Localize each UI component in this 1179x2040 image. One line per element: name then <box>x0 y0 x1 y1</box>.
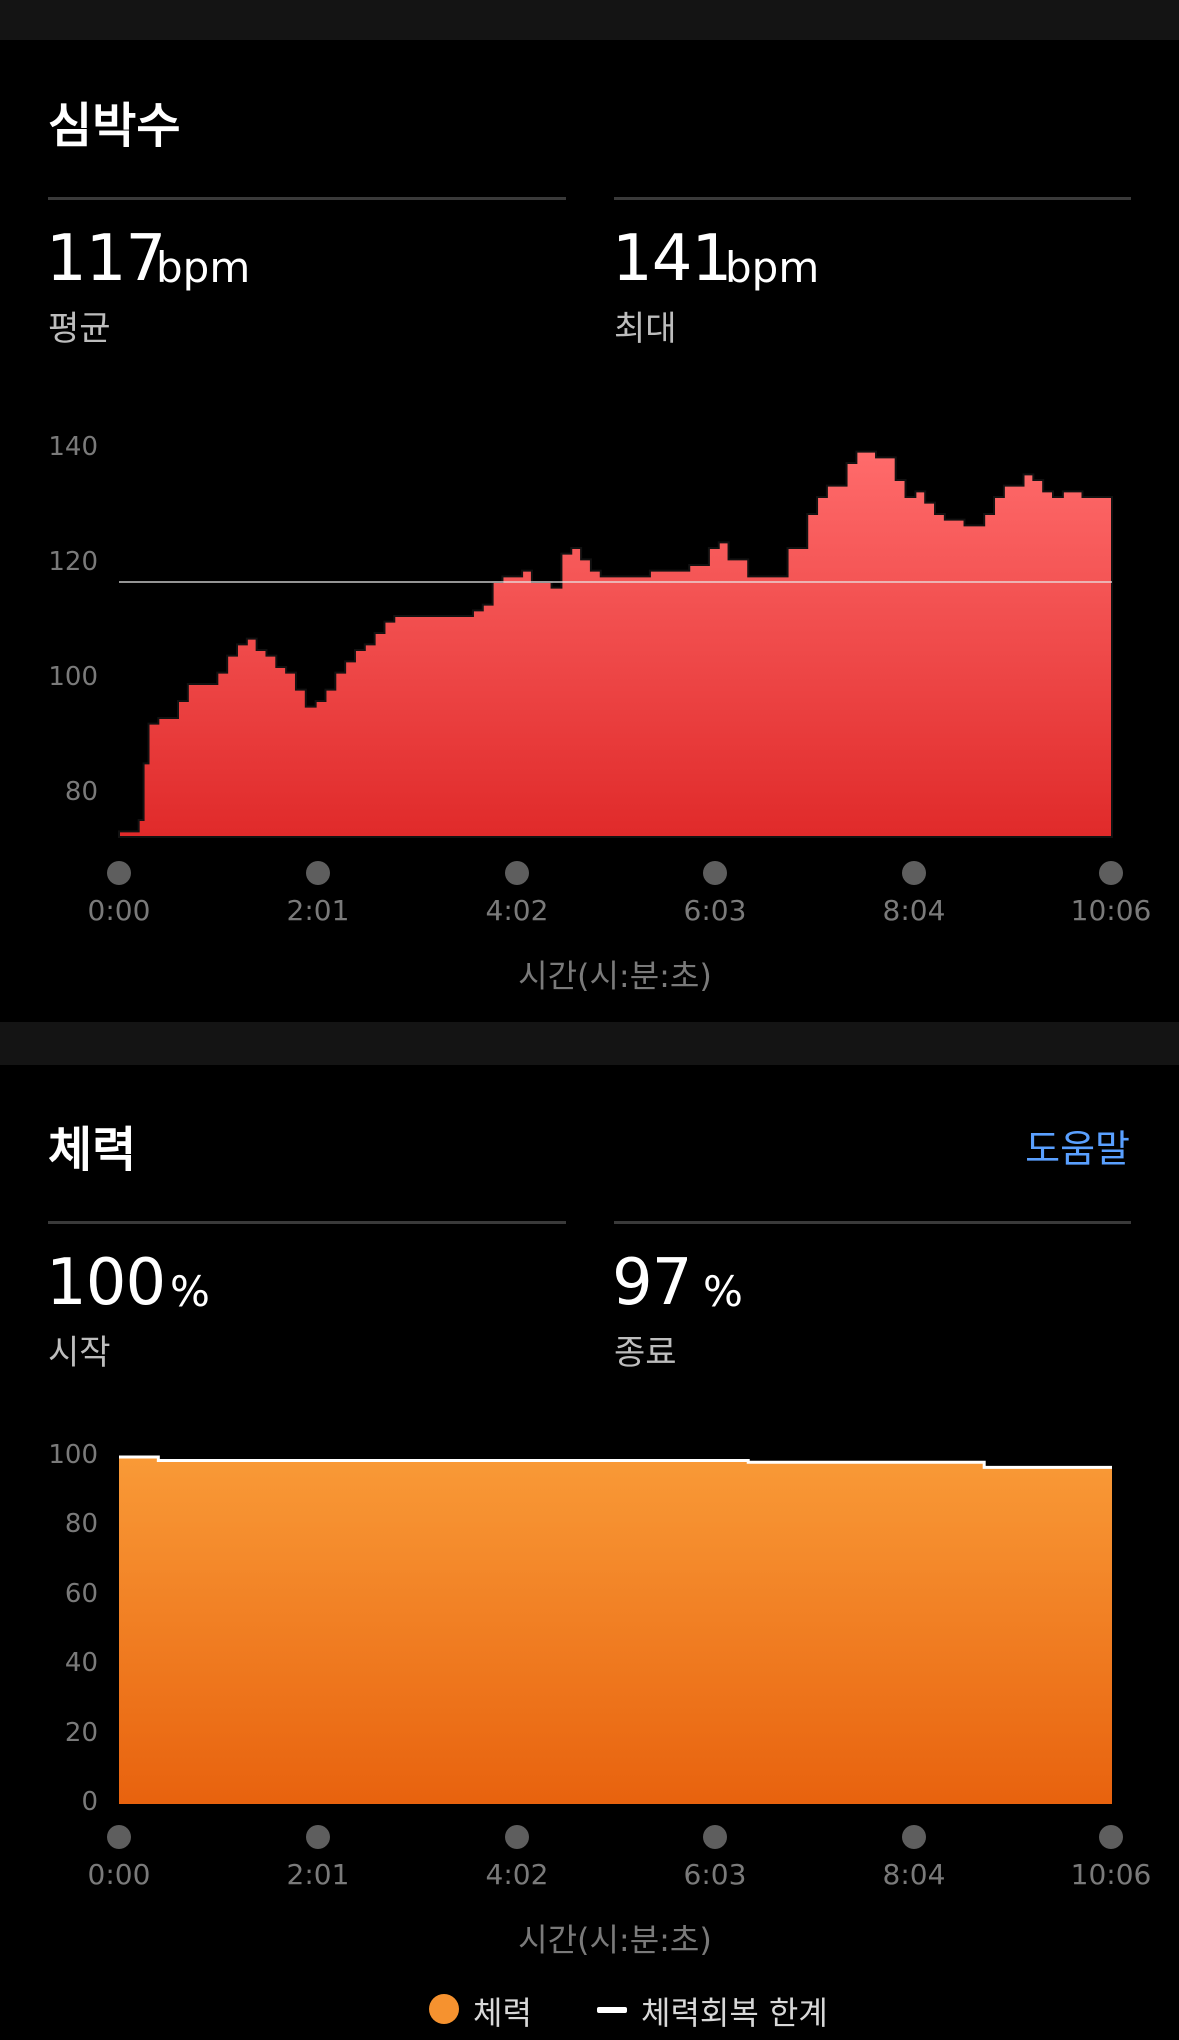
st-y-tick: 0 <box>81 1787 98 1817</box>
top-separator-band <box>0 0 1179 40</box>
st-y-tick: 20 <box>64 1718 98 1748</box>
st-x-tick-label: 4:02 <box>485 1858 549 1891</box>
st-y-tick: 40 <box>64 1648 98 1678</box>
avg-heart-rate-value: 117 <box>46 222 166 296</box>
start-stamina-value: 100 <box>46 1246 166 1320</box>
help-link[interactable]: 도움말 <box>1025 1127 1130 1171</box>
st-x-tick-dot <box>703 1825 727 1849</box>
st-x-tick-dot <box>107 1825 131 1849</box>
st-y-tick: 60 <box>64 1579 98 1609</box>
hr-x-tick-label: 6:03 <box>683 894 747 927</box>
hr-x-axis-title: 시간(시:분:초) <box>518 957 712 995</box>
max-heart-rate-value: 141 <box>612 222 732 296</box>
st-x-tick-label: 6:03 <box>683 1858 747 1891</box>
heart-rate-title: 심박수 <box>48 98 181 154</box>
avg-stat-rule <box>48 197 566 200</box>
avg-heart-rate-unit: bpm <box>156 243 251 292</box>
st-x-tick-dot <box>1099 1825 1123 1849</box>
stamina-area <box>119 1457 1112 1804</box>
hr-x-tick-dot <box>902 861 926 885</box>
st-x-tick-label: 2:01 <box>286 1858 350 1891</box>
max-heart-rate-label: 최대 <box>614 309 677 349</box>
end-stamina-label: 종료 <box>614 1333 677 1373</box>
hr-x-tick-label: 0:00 <box>87 894 151 927</box>
st-x-tick-label: 8:04 <box>882 1858 946 1891</box>
legend-limit-label: 체력회복 한계 <box>641 1994 828 2032</box>
legend-stamina-swatch <box>429 1994 459 2024</box>
st-x-tick-dot <box>902 1825 926 1849</box>
hr-x-tick-dot <box>107 861 131 885</box>
hr-x-tick-label: 2:01 <box>286 894 350 927</box>
recovery-limit-line <box>119 1455 1112 1469</box>
start-stat-rule <box>48 1221 566 1224</box>
st-y-tick: 80 <box>64 1509 98 1539</box>
max-stat-rule <box>614 197 1131 200</box>
legend-stamina-label: 체력 <box>473 1994 532 2032</box>
max-heart-rate-unit: bpm <box>725 243 820 292</box>
hr-x-tick-dot <box>1099 861 1123 885</box>
st-x-tick-dot <box>306 1825 330 1849</box>
hr-x-tick-label: 4:02 <box>485 894 549 927</box>
hr-x-tick-label: 10:06 <box>1070 894 1152 927</box>
st-y-tick: 100 <box>48 1440 98 1470</box>
hr-y-tick: 140 <box>48 432 98 462</box>
heart-rate-area <box>118 450 1113 838</box>
st-x-axis-title: 시간(시:분:초) <box>518 1921 712 1959</box>
st-x-tick-label: 0:00 <box>87 1858 151 1891</box>
st-x-tick-dot <box>505 1825 529 1849</box>
hr-x-tick-dot <box>505 861 529 885</box>
stamina-title: 체력 <box>48 1122 137 1178</box>
section-separator-band <box>0 1022 1179 1065</box>
heart-rate-chart <box>118 450 1113 838</box>
hr-x-tick-label: 8:04 <box>882 894 946 927</box>
end-stamina-value: 97 <box>612 1246 692 1320</box>
hr-y-tick: 100 <box>48 662 98 692</box>
hr-y-tick: 80 <box>64 777 98 807</box>
hr-x-tick-dot <box>703 861 727 885</box>
hr-y-tick: 120 <box>48 547 98 577</box>
end-stamina-unit: % <box>703 1267 743 1316</box>
legend-limit-swatch <box>597 2007 627 2013</box>
avg-heart-rate-label: 평균 <box>48 309 111 349</box>
st-x-tick-label: 10:06 <box>1070 1858 1152 1891</box>
end-stat-rule <box>614 1221 1131 1224</box>
start-stamina-unit: % <box>170 1267 210 1316</box>
start-stamina-label: 시작 <box>48 1333 111 1373</box>
hr-x-tick-dot <box>306 861 330 885</box>
